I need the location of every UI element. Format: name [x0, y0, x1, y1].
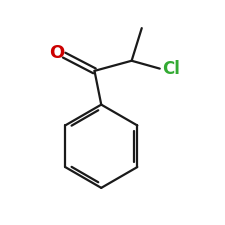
Text: O: O	[49, 44, 65, 62]
Text: Cl: Cl	[162, 60, 180, 78]
